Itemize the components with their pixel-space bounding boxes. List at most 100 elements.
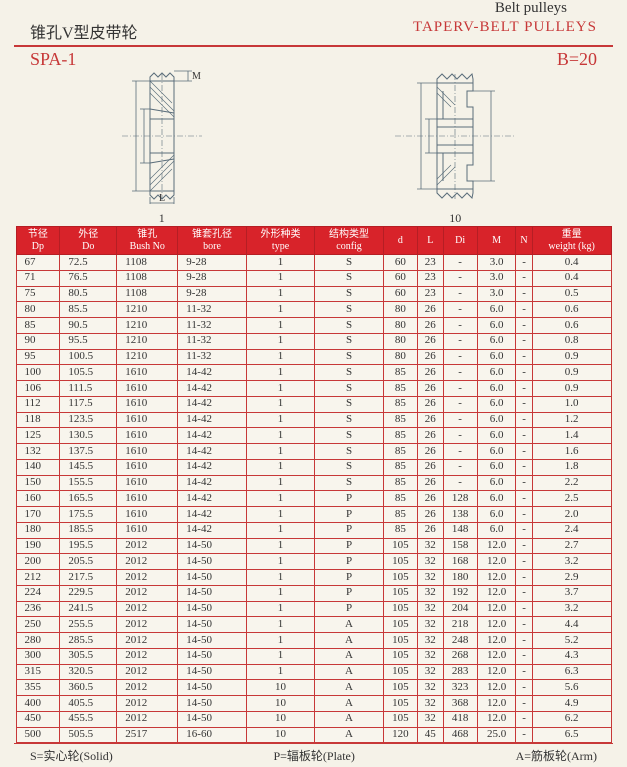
table-cell: 6.0: [477, 428, 516, 444]
table-cell: 6.5: [532, 727, 611, 743]
table-cell: 6.0: [477, 318, 516, 334]
footer-solid: S=实心轮(Solid): [30, 747, 113, 764]
table-cell: 3.0: [477, 255, 516, 271]
table-cell: 11-32: [178, 318, 247, 334]
table-cell: 14-42: [178, 491, 247, 507]
table-cell: -: [443, 270, 477, 286]
table-cell: -: [516, 381, 532, 397]
table-cell: 1: [246, 381, 315, 397]
table-cell: 5.2: [532, 633, 611, 649]
table-cell: 200: [16, 554, 60, 570]
table-cell: 105: [383, 696, 417, 712]
table-cell: 1.0: [532, 396, 611, 412]
table-cell: 0.6: [532, 318, 611, 334]
table-cell: 26: [418, 475, 443, 491]
table-row: 190195.5201214-501P1053215812.0-2.7: [16, 538, 611, 554]
table-cell: 248: [443, 633, 477, 649]
table-cell: 125: [16, 428, 60, 444]
table-cell: 148: [443, 522, 477, 538]
table-cell: 23: [418, 255, 443, 271]
table-cell: 117.5: [60, 396, 117, 412]
table-cell: -: [516, 459, 532, 475]
title-en: TAPERV-BELT PULLEYS: [413, 19, 597, 43]
table-cell: 0.8: [532, 333, 611, 349]
table-cell: 468: [443, 727, 477, 743]
table-cell: 1210: [117, 349, 178, 365]
table-cell: 14-42: [178, 507, 247, 523]
table-cell: 95.5: [60, 333, 117, 349]
table-cell: P: [315, 538, 384, 554]
table-cell: 1: [246, 365, 315, 381]
table-cell: 105: [383, 601, 417, 617]
table-cell: 14-50: [178, 601, 247, 617]
table-cell: 26: [418, 444, 443, 460]
table-cell: S: [315, 255, 384, 271]
table-cell: -: [516, 696, 532, 712]
table-cell: 14-50: [178, 554, 247, 570]
table-cell: 2.0: [532, 507, 611, 523]
table-cell: -: [443, 333, 477, 349]
table-cell: 14-50: [178, 664, 247, 680]
table-cell: 3.0: [477, 286, 516, 302]
table-cell: -: [516, 286, 532, 302]
table-cell: 2.7: [532, 538, 611, 554]
table-cell: 100.5: [60, 349, 117, 365]
table-row: 100105.5161014-421S8526-6.0-0.9: [16, 365, 611, 381]
table-cell: 6.0: [477, 459, 516, 475]
table-cell: 500: [16, 727, 60, 743]
table-cell: 280: [16, 633, 60, 649]
table-cell: -: [443, 459, 477, 475]
table-cell: 14-50: [178, 538, 247, 554]
table-cell: 1210: [117, 302, 178, 318]
svg-text:L: L: [159, 193, 165, 204]
table-cell: -: [516, 333, 532, 349]
table-cell: 9-28: [178, 286, 247, 302]
table-cell: 1: [246, 428, 315, 444]
table-cell: 14-42: [178, 365, 247, 381]
table-cell: 204: [443, 601, 477, 617]
table-cell: 85: [383, 396, 417, 412]
table-cell: 455.5: [60, 711, 117, 727]
table-cell: 218: [443, 617, 477, 633]
table-cell: 1: [246, 270, 315, 286]
table-cell: 26: [418, 365, 443, 381]
table-cell: -: [516, 680, 532, 696]
table-cell: 12.0: [477, 680, 516, 696]
col-header: 外径Do: [60, 227, 117, 255]
table-cell: 32: [418, 664, 443, 680]
table-cell: 106: [16, 381, 60, 397]
table-cell: 26: [418, 428, 443, 444]
table-cell: 2012: [117, 711, 178, 727]
diagrams: M L 1: [0, 72, 627, 222]
table-cell: 1: [246, 617, 315, 633]
table-cell: 250: [16, 617, 60, 633]
table-cell: 1.2: [532, 412, 611, 428]
table-cell: -: [516, 648, 532, 664]
table-cell: 80.5: [60, 286, 117, 302]
table-cell: 300: [16, 648, 60, 664]
table-cell: 25.0: [477, 727, 516, 743]
table-cell: 14-50: [178, 633, 247, 649]
table-cell: 205.5: [60, 554, 117, 570]
table-cell: 105: [383, 538, 417, 554]
table-cell: 112: [16, 396, 60, 412]
table-cell: -: [516, 570, 532, 586]
table-cell: 217.5: [60, 570, 117, 586]
table-cell: 26: [418, 491, 443, 507]
table-cell: 123.5: [60, 412, 117, 428]
table-cell: 168: [443, 554, 477, 570]
table-cell: 1610: [117, 365, 178, 381]
table-cell: 6.3: [532, 664, 611, 680]
table-cell: 60: [383, 255, 417, 271]
table-cell: 10: [246, 696, 315, 712]
table-cell: 32: [418, 680, 443, 696]
table-cell: -: [516, 318, 532, 334]
table-cell: 1108: [117, 270, 178, 286]
table-cell: 9-28: [178, 255, 247, 271]
table-cell: 71: [16, 270, 60, 286]
table-cell: 9-28: [178, 270, 247, 286]
table-cell: 1: [246, 396, 315, 412]
table-row: 400405.5201214-5010A1053236812.0-4.9: [16, 696, 611, 712]
table-cell: 2.5: [532, 491, 611, 507]
table-cell: S: [315, 302, 384, 318]
